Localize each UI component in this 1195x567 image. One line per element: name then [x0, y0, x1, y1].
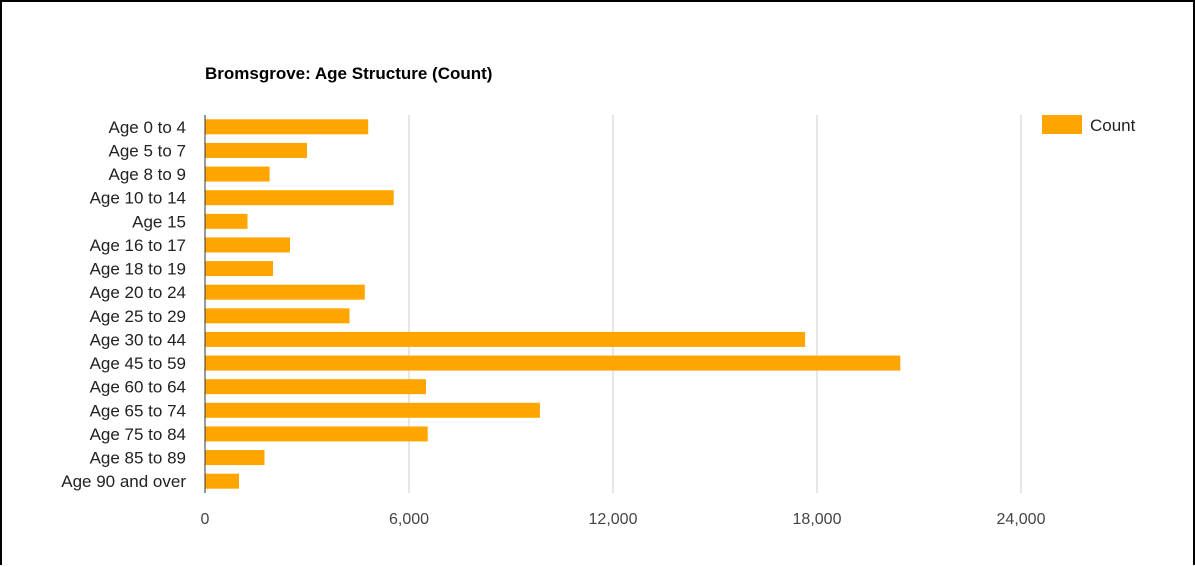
x-tick-label: 6,000 [389, 511, 429, 528]
bars [205, 119, 901, 489]
category-label: Age 18 to 19 [90, 260, 186, 279]
category-label: Age 0 to 4 [108, 118, 186, 137]
category-label: Age 16 to 17 [90, 236, 186, 255]
category-label: Age 15 [132, 212, 186, 231]
category-label: Age 10 to 14 [90, 189, 186, 208]
legend-label: Count [1090, 116, 1136, 135]
bar[interactable] [205, 284, 365, 300]
x-tick-labels: 0 6,000 12,000 18,000 24,000 [201, 511, 1046, 528]
x-tick-label: 12,000 [589, 511, 638, 528]
bar[interactable] [205, 402, 540, 418]
category-label: Age 90 and over [61, 472, 186, 491]
chart-title: Bromsgrove: Age Structure (Count) [205, 64, 492, 83]
legend-swatch [1042, 115, 1082, 134]
category-labels: Age 0 to 4 Age 5 to 7 Age 8 to 9 Age 10 to … [61, 118, 186, 491]
bar[interactable] [205, 261, 273, 277]
bar[interactable] [205, 355, 901, 371]
category-label: Age 5 to 7 [108, 141, 186, 160]
category-label: Age 20 to 24 [90, 283, 186, 302]
bar[interactable] [205, 331, 806, 347]
bar[interactable] [205, 166, 270, 182]
bar[interactable] [205, 426, 428, 442]
category-label: Age 60 to 64 [90, 378, 186, 397]
category-label: Age 85 to 89 [90, 449, 186, 468]
category-label: Age 25 to 29 [90, 307, 186, 326]
bar[interactable] [205, 473, 239, 489]
category-label: Age 30 to 44 [90, 330, 186, 349]
gridlines [408, 115, 1022, 493]
bar[interactable] [205, 237, 290, 253]
category-label: Age 75 to 84 [90, 425, 186, 444]
bar[interactable] [205, 119, 369, 135]
legend[interactable]: Count [1042, 115, 1136, 135]
category-label: Age 8 to 9 [108, 165, 186, 184]
category-label: Age 65 to 74 [90, 401, 186, 420]
bar[interactable] [205, 190, 394, 206]
bar[interactable] [205, 308, 350, 324]
bar[interactable] [205, 142, 307, 158]
x-tick-label: 0 [201, 511, 210, 528]
category-label: Age 45 to 59 [90, 354, 186, 373]
bar[interactable] [205, 213, 248, 229]
bar[interactable] [205, 450, 265, 466]
x-tick-label: 24,000 [997, 511, 1046, 528]
bar[interactable] [205, 379, 426, 395]
x-tick-label: 18,000 [793, 511, 842, 528]
